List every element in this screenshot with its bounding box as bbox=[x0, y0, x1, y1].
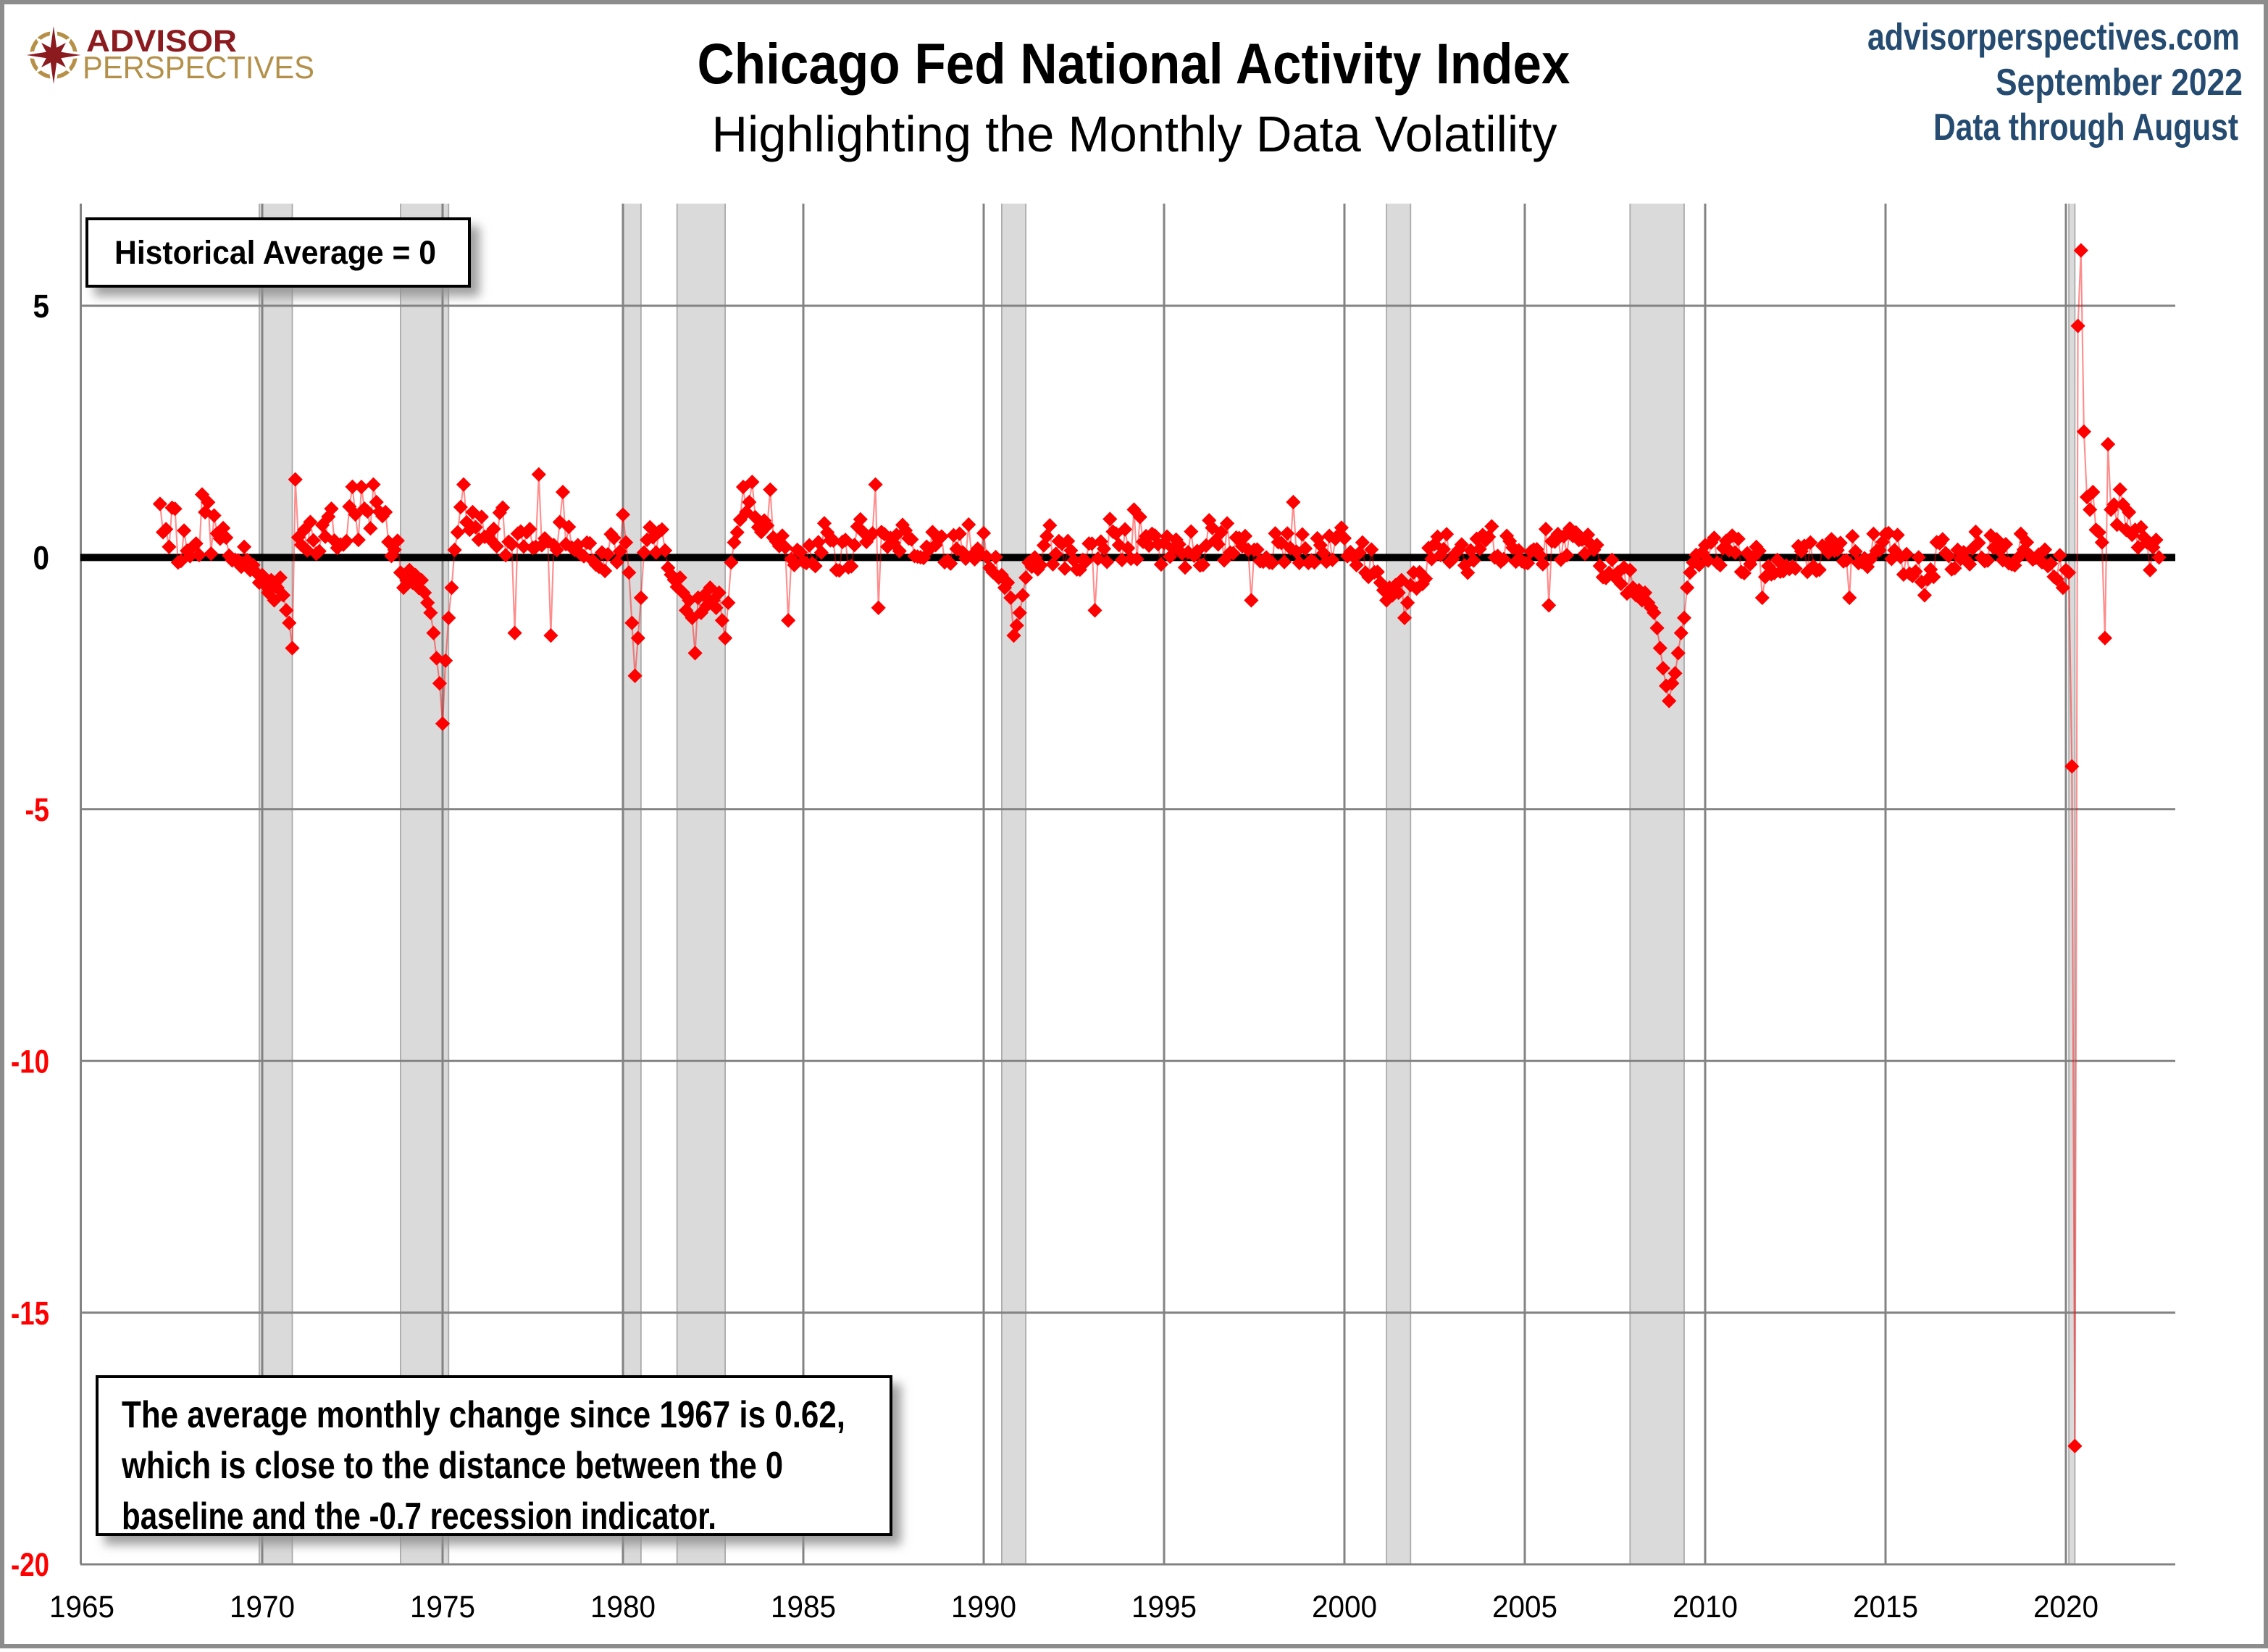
svg-text:1985: 1985 bbox=[771, 1590, 836, 1624]
svg-text:September 2022: September 2022 bbox=[1996, 62, 2243, 104]
svg-text:1975: 1975 bbox=[410, 1590, 475, 1624]
svg-text:Chicago Fed National Activity: Chicago Fed National Activity Index bbox=[698, 31, 1570, 96]
svg-text:2010: 2010 bbox=[1673, 1590, 1738, 1624]
svg-text:-10: -10 bbox=[11, 1043, 49, 1080]
svg-text:2005: 2005 bbox=[1492, 1590, 1557, 1624]
svg-text:baseline and the -0.7 recessio: baseline and the -0.7 recession indicato… bbox=[122, 1495, 716, 1538]
svg-text:1970: 1970 bbox=[230, 1590, 295, 1624]
svg-text:1980: 1980 bbox=[590, 1590, 656, 1624]
svg-text:which is close to the distance: which is close to the distance between t… bbox=[121, 1445, 783, 1487]
svg-text:2015: 2015 bbox=[1853, 1590, 1918, 1624]
svg-text:PERSPECTIVES: PERSPECTIVES bbox=[83, 50, 314, 85]
svg-text:advisorperspectives.com: advisorperspectives.com bbox=[1867, 17, 2240, 59]
svg-text:2020: 2020 bbox=[2033, 1590, 2098, 1624]
svg-text:1965: 1965 bbox=[49, 1590, 114, 1624]
svg-text:The average monthly change sin: The average monthly change since 1967 is… bbox=[122, 1394, 845, 1436]
svg-text:1990: 1990 bbox=[951, 1590, 1016, 1624]
svg-text:Data through August: Data through August bbox=[1933, 107, 2238, 149]
svg-text:-5: -5 bbox=[25, 791, 50, 828]
svg-text:0: 0 bbox=[33, 540, 50, 577]
svg-text:Historical Average = 0: Historical Average = 0 bbox=[114, 234, 436, 271]
svg-text:2000: 2000 bbox=[1312, 1590, 1377, 1624]
svg-text:-15: -15 bbox=[11, 1295, 49, 1332]
svg-text:Highlighting the Monthly Data: Highlighting the Monthly Data Volatility bbox=[712, 106, 1557, 162]
svg-text:5: 5 bbox=[33, 288, 50, 325]
svg-text:ADVISOR: ADVISOR bbox=[86, 24, 237, 59]
svg-text:-20: -20 bbox=[11, 1546, 49, 1583]
svg-text:1995: 1995 bbox=[1131, 1590, 1197, 1624]
